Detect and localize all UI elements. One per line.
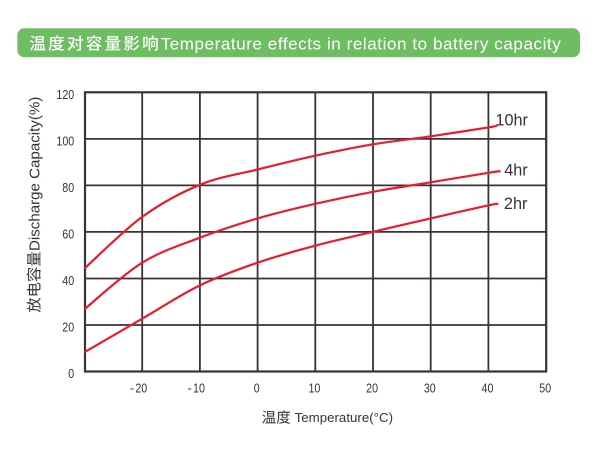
svg-text:40: 40	[62, 273, 74, 288]
svg-text:10hr: 10hr	[495, 111, 528, 129]
svg-text:100: 100	[56, 134, 74, 149]
svg-text:10: 10	[308, 380, 320, 395]
svg-text:50: 50	[539, 380, 551, 395]
svg-text:2hr: 2hr	[504, 195, 528, 213]
svg-text:0: 0	[68, 366, 74, 381]
svg-text:20: 20	[62, 320, 74, 335]
svg-text:Discharge Capacity(%): Discharge Capacity(%)	[27, 97, 44, 251]
svg-text:20: 20	[135, 380, 147, 395]
svg-text:Temperature effects in relatio: Temperature effects in relation to batte…	[161, 34, 562, 53]
svg-text:-: -	[130, 380, 134, 395]
svg-text:80: 80	[62, 180, 74, 195]
svg-text:120: 120	[56, 87, 74, 102]
svg-text:Temperature(°C): Temperature(°C)	[295, 410, 393, 425]
svg-text:4hr: 4hr	[504, 161, 528, 179]
svg-text:0: 0	[254, 380, 260, 395]
svg-text:20: 20	[366, 380, 378, 395]
svg-text:60: 60	[62, 227, 74, 242]
svg-text:-: -	[188, 380, 192, 395]
svg-text:10: 10	[193, 380, 205, 395]
svg-text:30: 30	[424, 380, 436, 395]
svg-text:40: 40	[482, 380, 494, 395]
